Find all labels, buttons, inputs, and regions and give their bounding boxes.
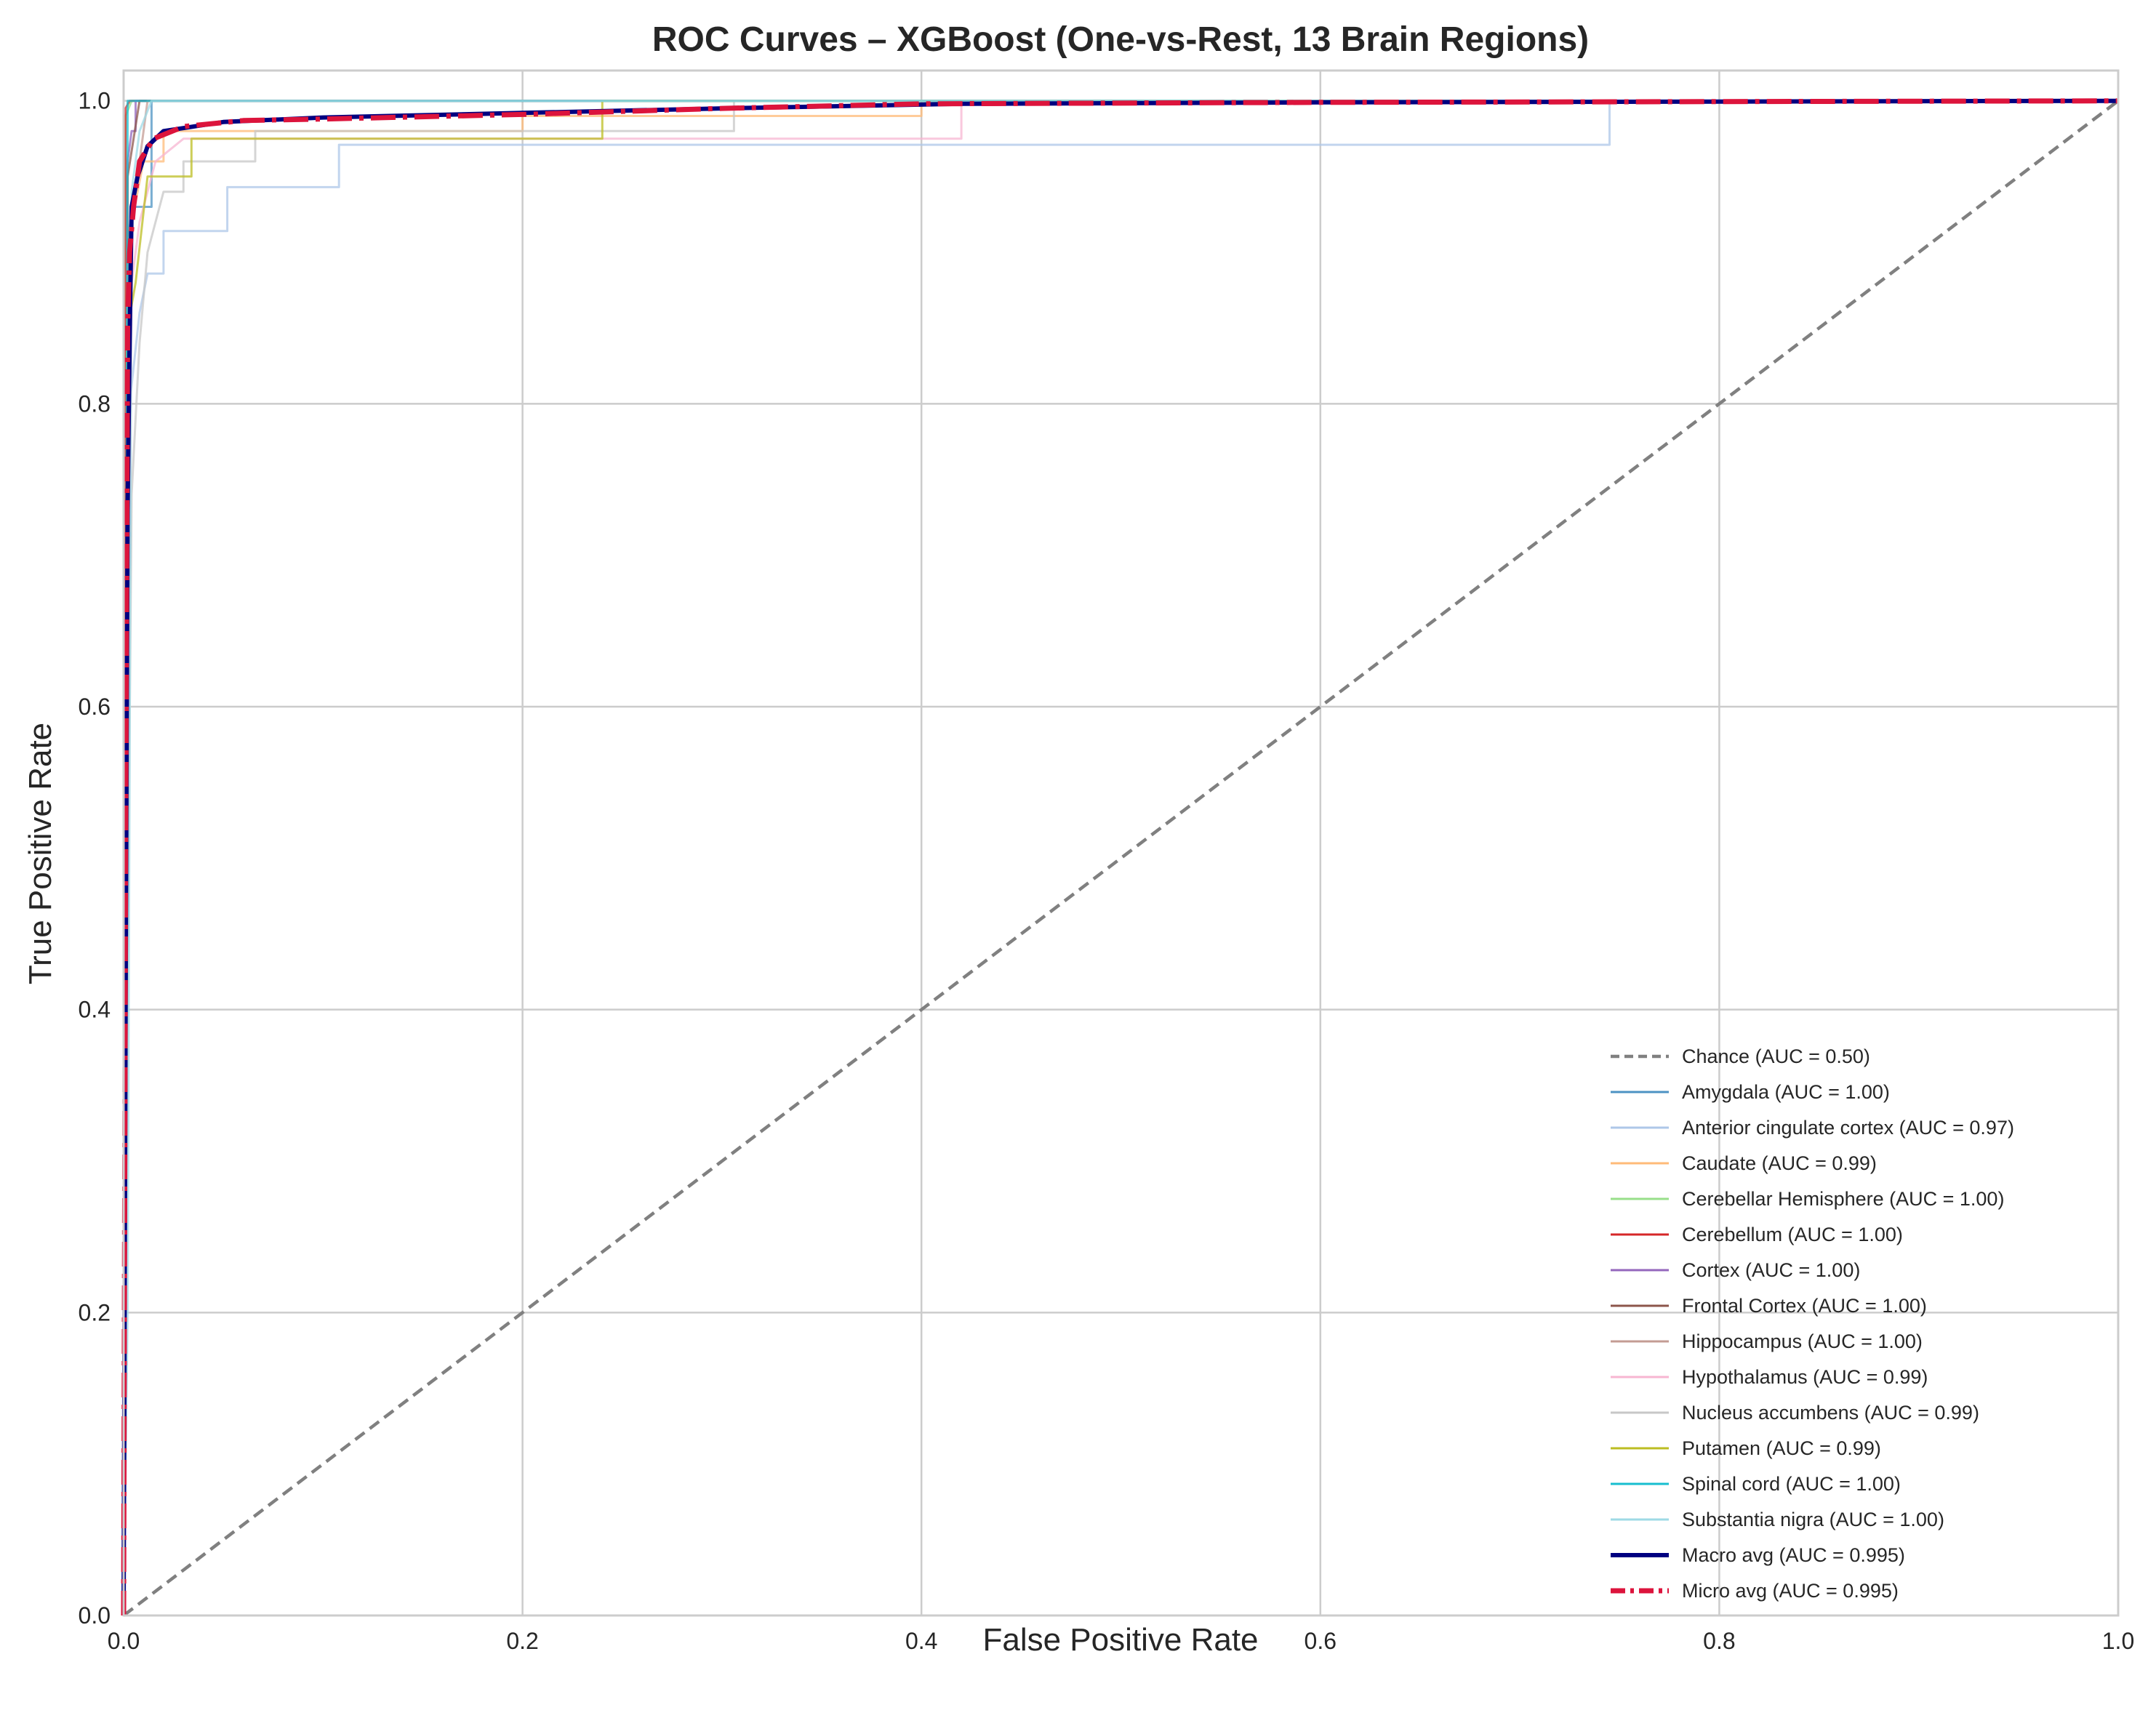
legend-label-cortex: Cortex (AUC = 1.00) <box>1682 1259 1860 1281</box>
series-line-substantia-nigra <box>122 100 2118 1616</box>
legend-label-macro-avg: Macro avg (AUC = 0.995) <box>1682 1544 1905 1566</box>
x-tick-label-4: 0.8 <box>1703 1628 1735 1654</box>
legend-label-cerebellar-hemisphere: Cerebellar Hemisphere (AUC = 1.00) <box>1682 1188 2004 1210</box>
chart-title: ROC Curves – XGBoost (One-vs-Rest, 13 Br… <box>652 20 1589 59</box>
series-line-hypothalamus <box>122 100 2118 1616</box>
y-tick-label-5: 1.0 <box>79 88 111 114</box>
legend-label-substantia-nigra: Substantia nigra (AUC = 1.00) <box>1682 1509 1944 1530</box>
x-tick-label-0: 0.0 <box>108 1628 140 1654</box>
legend-label-amygdala: Amygdala (AUC = 1.00) <box>1682 1081 1890 1103</box>
legend-label-caudate: Caudate (AUC = 0.99) <box>1682 1152 1877 1174</box>
y-tick-label-4: 0.8 <box>79 390 111 417</box>
legend-label-micro-avg: Micro avg (AUC = 0.995) <box>1682 1580 1899 1602</box>
plot-frame <box>122 69 2120 1617</box>
x-tick-label-2: 0.4 <box>905 1628 937 1654</box>
tick-labels: 0.0 0.2 0.4 0.6 0.8 1.0 0.0 0.2 0.4 0.6 0.8 1.0 <box>79 88 2135 1654</box>
x-tick-label-3: 0.6 <box>1305 1628 1337 1654</box>
y-tick-label-3: 0.6 <box>79 694 111 720</box>
series-line-micro-avg <box>121 98 2119 1616</box>
y-tick-label-0: 0.0 <box>79 1602 111 1629</box>
legend-label-spinal-cord: Spinal cord (AUC = 1.00) <box>1682 1473 1901 1495</box>
legend-label-hypothalamus: Hypothalamus (AUC = 0.99) <box>1682 1366 1928 1388</box>
y-tick-label-1: 0.2 <box>79 1299 111 1325</box>
series-lines <box>121 98 2120 1617</box>
x-tick-label-5: 1.0 <box>2102 1628 2134 1654</box>
legend-label-cerebellum: Cerebellum (AUC = 1.00) <box>1682 1224 1903 1245</box>
legend: Chance (AUC = 0.50) Amygdala (AUC = 1.00)… <box>1611 1045 2014 1602</box>
y-axis-label: True Positive Rate <box>23 723 58 984</box>
x-tick-label-1: 0.2 <box>506 1628 538 1654</box>
legend-label-frontal-cortex: Frontal Cortex (AUC = 1.00) <box>1682 1295 1927 1317</box>
y-tick-label-2: 0.4 <box>79 997 111 1023</box>
legend-label-hippocampus: Hippocampus (AUC = 1.00) <box>1682 1330 1923 1352</box>
legend-label-putamen: Putamen (AUC = 0.99) <box>1682 1437 1881 1459</box>
legend-label-nucleus-accumbens: Nucleus accumbens (AUC = 0.99) <box>1682 1402 1979 1424</box>
legend-label-anterior-cingulate-cortex: Anterior cingulate cortex (AUC = 0.97) <box>1682 1117 2014 1139</box>
x-axis-label: False Positive Rate <box>982 1622 1258 1658</box>
series-line-anterior-cingulate-cortex <box>122 100 2118 1616</box>
legend-label-chance: Chance (AUC = 0.50) <box>1682 1045 1870 1067</box>
plot-border <box>122 69 2120 1617</box>
